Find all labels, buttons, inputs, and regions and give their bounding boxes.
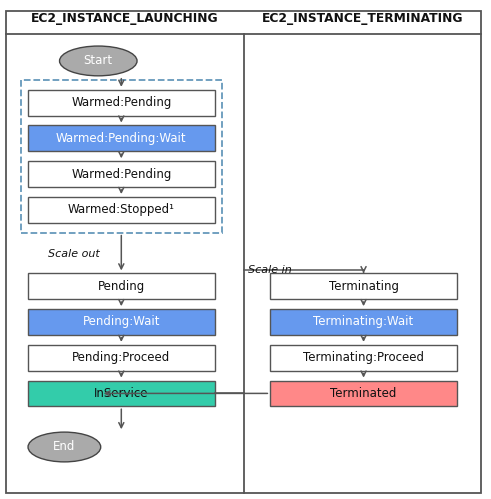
FancyBboxPatch shape — [28, 309, 215, 335]
FancyBboxPatch shape — [28, 161, 215, 187]
FancyBboxPatch shape — [270, 273, 457, 299]
Text: Scale in: Scale in — [248, 265, 292, 275]
Text: Pending:Wait: Pending:Wait — [82, 315, 160, 328]
Text: Terminating:Wait: Terminating:Wait — [313, 315, 414, 328]
Text: Pending:Proceed: Pending:Proceed — [72, 351, 170, 364]
Text: Start: Start — [84, 54, 113, 67]
FancyBboxPatch shape — [270, 309, 457, 335]
FancyBboxPatch shape — [28, 90, 215, 116]
Text: Scale out: Scale out — [48, 250, 100, 259]
Text: End: End — [53, 441, 76, 454]
FancyBboxPatch shape — [28, 345, 215, 371]
Text: Warmed:Stopped¹: Warmed:Stopped¹ — [68, 203, 175, 216]
Text: InService: InService — [94, 387, 149, 400]
FancyBboxPatch shape — [28, 381, 215, 406]
Text: Terminating: Terminating — [328, 280, 399, 293]
Text: Warmed:Pending: Warmed:Pending — [71, 96, 171, 109]
FancyBboxPatch shape — [28, 125, 215, 151]
Text: Terminated: Terminated — [330, 387, 397, 400]
Text: EC2_INSTANCE_TERMINATING: EC2_INSTANCE_TERMINATING — [262, 12, 463, 25]
Ellipse shape — [28, 432, 101, 462]
FancyBboxPatch shape — [270, 345, 457, 371]
FancyBboxPatch shape — [28, 273, 215, 299]
FancyBboxPatch shape — [28, 197, 215, 223]
Ellipse shape — [59, 46, 137, 76]
FancyBboxPatch shape — [270, 381, 457, 406]
Text: EC2_INSTANCE_LAUNCHING: EC2_INSTANCE_LAUNCHING — [31, 12, 219, 25]
Text: Pending: Pending — [98, 280, 145, 293]
Text: Warmed:Pending:Wait: Warmed:Pending:Wait — [56, 132, 187, 145]
Text: Warmed:Pending: Warmed:Pending — [71, 168, 171, 181]
Text: Terminating:Proceed: Terminating:Proceed — [303, 351, 424, 364]
